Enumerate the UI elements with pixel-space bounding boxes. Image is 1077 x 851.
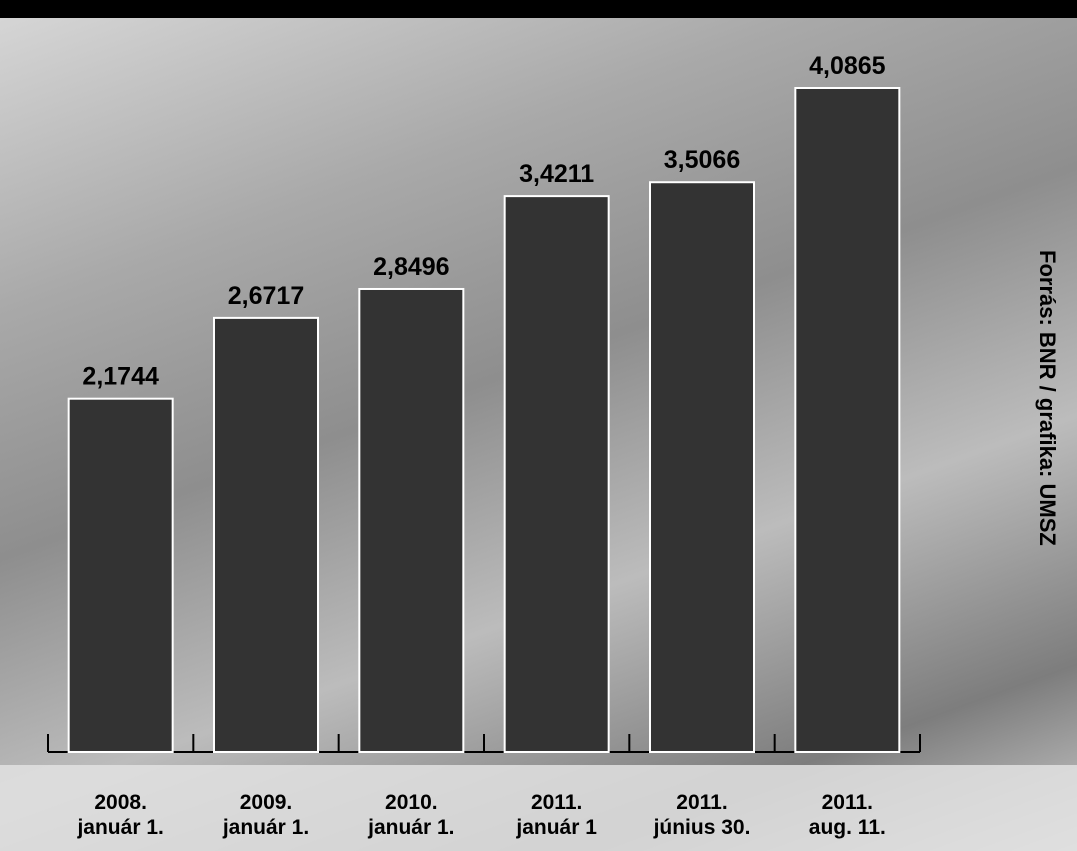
value-label: 3,5066: [664, 146, 740, 174]
bar: [67, 397, 174, 753]
x-tick-label: 2008. január 1.: [77, 791, 164, 839]
source-note: Forrás: BNR / grafika: UMSZ: [1035, 250, 1060, 546]
value-label: 2,6717: [228, 282, 304, 310]
x-tick-label: 2011. aug. 11.: [808, 791, 886, 839]
bar: [358, 287, 465, 753]
value-label: 2,1744: [82, 363, 159, 391]
bar: [503, 195, 610, 753]
value-label: 4,0865: [809, 52, 886, 80]
x-tick-label: 2011. június 30.: [653, 791, 751, 839]
value-label: 3,4211: [519, 160, 594, 188]
label-band: [0, 765, 1077, 851]
bar: [213, 316, 319, 753]
value-label: 2,8496: [373, 253, 449, 281]
x-tick-label: 2010. január 1.: [368, 791, 455, 839]
title-bar: [0, 0, 1077, 18]
x-tick-label: 2009. január 1.: [222, 791, 310, 839]
x-tick-label: 2011. január 1: [516, 791, 597, 839]
bar: [649, 181, 755, 753]
bar: [794, 87, 901, 753]
